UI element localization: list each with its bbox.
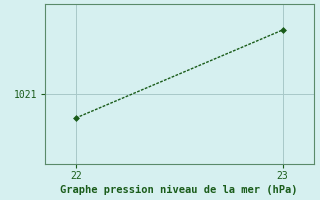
- X-axis label: Graphe pression niveau de la mer (hPa): Graphe pression niveau de la mer (hPa): [60, 185, 298, 195]
